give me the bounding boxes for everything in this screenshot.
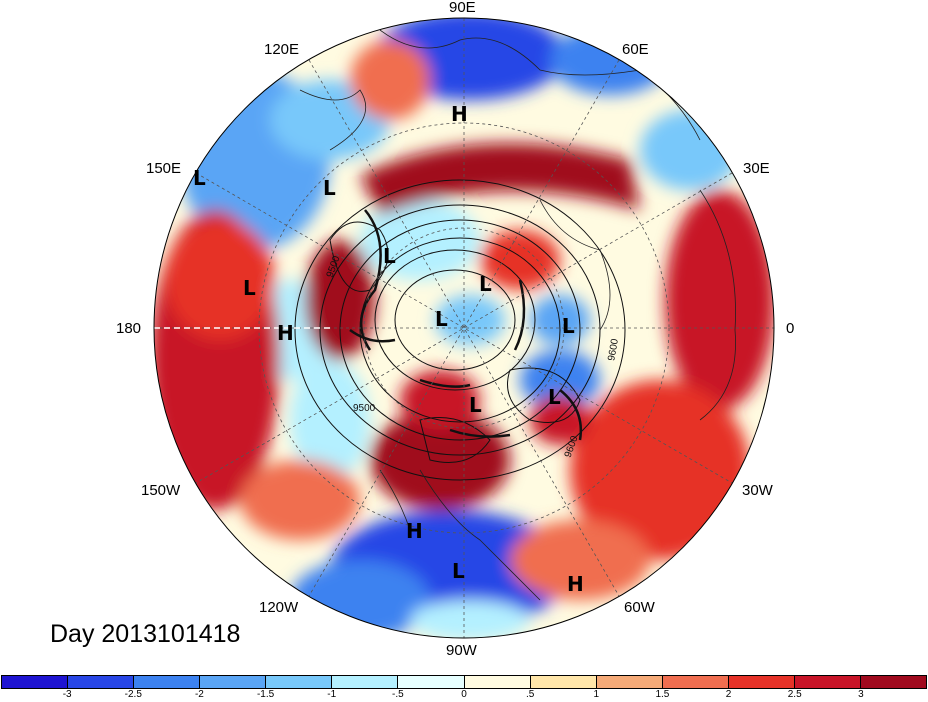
lon-label-120e: 120E: [264, 41, 300, 58]
lon-label-60w: 60W: [624, 599, 655, 616]
coastlines: [299, 29, 736, 601]
colorbar-tick-label: -2.5: [124, 689, 142, 700]
colorbar-tick-label: .5: [525, 689, 535, 700]
colorbar-tick-label: 0: [461, 689, 467, 700]
colorbar-swatch: [134, 676, 201, 688]
high-pressure-marker: H: [406, 519, 423, 543]
jet-contour-bands: [349, 209, 583, 441]
colorbar-tick-label: -.5: [392, 689, 404, 700]
lon-label-60e: 60E: [622, 41, 649, 58]
lon-label-90w: 90W: [446, 642, 477, 659]
colorbar-swatch: [464, 676, 531, 688]
high-pressure-marker: H: [451, 102, 468, 126]
colorbar-swatch: [2, 676, 69, 688]
high-pressure-marker: H: [567, 572, 584, 596]
lon-label-120w: 120W: [259, 599, 299, 616]
low-pressure-marker: L: [548, 385, 561, 409]
colorbar-swatch: [200, 676, 267, 688]
colorbar: [1, 675, 927, 689]
low-pressure-marker: L: [469, 393, 482, 417]
contour-label: 9500: [353, 403, 376, 414]
lon-label-90e: 90E: [449, 0, 476, 16]
low-pressure-marker: L: [193, 166, 206, 190]
colorbar-swatch: [662, 676, 729, 688]
colorbar-tick-label: 1: [593, 689, 600, 700]
colorbar-swatch: [68, 676, 135, 688]
colorbar-swatch: [794, 676, 862, 688]
low-pressure-marker: L: [452, 559, 465, 583]
geopotential-contours: [294, 179, 626, 481]
lon-label-150e: 150E: [146, 160, 182, 177]
low-pressure-marker: L: [479, 272, 492, 296]
lon-label-0: 0: [786, 320, 795, 337]
low-pressure-marker: L: [383, 244, 396, 268]
colorbar-swatch: [728, 676, 795, 688]
colorbar-tick-label: 2: [725, 689, 732, 700]
low-pressure-marker: L: [435, 307, 448, 331]
colorbar-swatch: [332, 676, 399, 688]
colorbar-tick-label: -1.5: [256, 689, 275, 700]
colorbar-tick-label: 2.5: [787, 689, 802, 700]
lon-label-180: 180: [116, 320, 142, 337]
colorbar-tick-label: 3: [858, 689, 864, 700]
colorbar-swatch: [398, 676, 465, 688]
lon-label-30w: 30W: [742, 482, 773, 499]
colorbar-tick-label: 1.5: [655, 689, 670, 700]
map-boundary: [153, 17, 775, 639]
colorbar-swatch: [861, 676, 927, 688]
colorbar-swatch: [266, 676, 333, 688]
colorbar-tick-label: -1: [327, 689, 337, 700]
low-pressure-marker: L: [323, 176, 336, 200]
lon-label-30e: 30E: [743, 160, 770, 177]
low-pressure-marker: L: [562, 314, 575, 338]
map-title: Day 2013101418: [50, 620, 241, 648]
lon-label-150w: 150W: [141, 482, 181, 499]
colorbar-tick-label: -2: [194, 689, 204, 700]
high-pressure-marker: H: [277, 321, 294, 345]
colorbar-swatch: [596, 676, 663, 688]
colorbar-swatch: [530, 676, 597, 688]
colorbar-tick-label: -3: [62, 689, 72, 700]
low-pressure-marker: L: [243, 276, 256, 300]
